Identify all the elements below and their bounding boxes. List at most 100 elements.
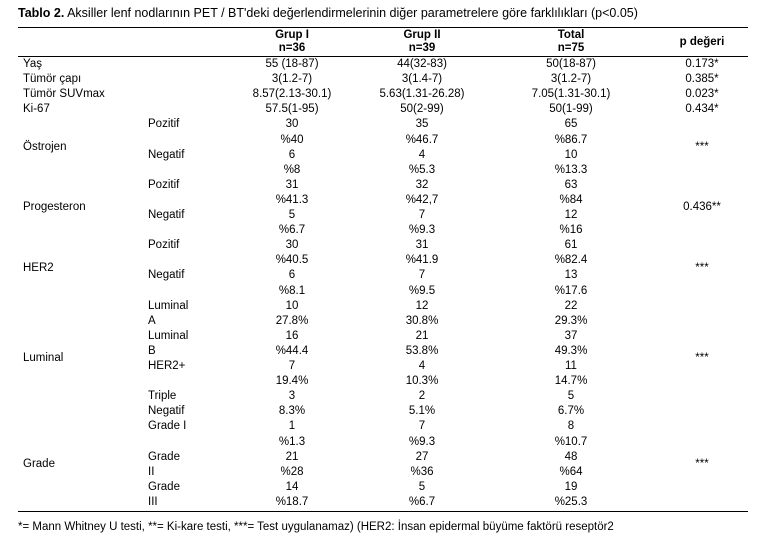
group-label: Grade bbox=[23, 458, 55, 471]
total-value: 63 bbox=[564, 178, 578, 191]
header-rule bbox=[18, 56, 748, 57]
total-value: 12 bbox=[564, 209, 578, 221]
grup1-value: %40 bbox=[280, 133, 304, 146]
subgroup-label-line2: III bbox=[148, 495, 158, 508]
grup2-value: 5 bbox=[418, 480, 426, 493]
grup1-value: 3 bbox=[288, 390, 296, 403]
table-caption: Tablo 2. Aksiller lenf nodlarının PET / … bbox=[18, 6, 638, 20]
header-grup2: Grup II bbox=[403, 29, 441, 41]
grup1-value: 57.5(1-95) bbox=[265, 103, 319, 116]
grup2-value: 31 bbox=[415, 239, 429, 252]
grup1-value: %1.3 bbox=[278, 435, 306, 448]
header-grup2-n: n=39 bbox=[408, 42, 436, 54]
p-value: 0.173* bbox=[685, 58, 719, 70]
row-label: Ki-67 bbox=[23, 103, 50, 116]
grup1-value: %41.3 bbox=[275, 193, 309, 206]
grup1-value: 16 bbox=[285, 329, 299, 342]
subgroup-label: HER2+ bbox=[148, 360, 186, 372]
group-label: HER2 bbox=[23, 261, 54, 274]
total-value: 61 bbox=[564, 239, 578, 252]
grup1-value: %8.1 bbox=[278, 284, 306, 297]
group-label: Östrojen bbox=[23, 141, 67, 154]
group-p-value: 0.436** bbox=[683, 201, 721, 214]
grup1-value: 21 bbox=[285, 450, 299, 463]
group-p-value: *** bbox=[695, 458, 709, 471]
total-value: 50(1-99) bbox=[549, 103, 593, 116]
grup1-value: 19.4% bbox=[275, 375, 309, 388]
grup1-value: 55 (18-87) bbox=[265, 58, 319, 70]
subgroup-label: Negatif bbox=[148, 209, 185, 221]
total-value: 7.05(1.31-30.1) bbox=[531, 88, 611, 101]
grup1-value: 7 bbox=[288, 360, 296, 372]
total-value: 49.3% bbox=[554, 344, 588, 357]
subgroup-label: Luminal bbox=[148, 329, 189, 342]
total-value: 50(18-87) bbox=[546, 58, 596, 70]
subgroup-label: Grade bbox=[148, 450, 180, 463]
grup1-value: %40.5 bbox=[275, 254, 309, 267]
total-value: %25.3 bbox=[554, 495, 588, 508]
group-p-value: *** bbox=[695, 261, 709, 274]
subgroup-label: Negatif bbox=[148, 148, 185, 161]
group-p-value: *** bbox=[695, 141, 709, 154]
grup1-value: 6 bbox=[288, 148, 296, 161]
subgroup-label: Luminal bbox=[148, 299, 189, 312]
subgroup-label: Negatif bbox=[148, 269, 185, 282]
header-total-n: n=75 bbox=[557, 42, 585, 54]
total-value: 65 bbox=[564, 118, 578, 131]
grup1-value: %28 bbox=[280, 465, 304, 478]
grup1-value: 10 bbox=[285, 299, 299, 312]
total-value: 29.3% bbox=[554, 314, 588, 327]
header-p-value: p değeri bbox=[679, 36, 725, 48]
caption-label: Tablo 2. bbox=[18, 6, 65, 20]
grup2-value: 50(2-99) bbox=[400, 103, 444, 116]
grup1-value: 1 bbox=[288, 420, 296, 433]
total-value: 11 bbox=[565, 360, 577, 372]
grup2-value: 3(1.4-7) bbox=[401, 73, 443, 86]
grup2-value: %5.3 bbox=[408, 163, 436, 176]
table-top-rule bbox=[18, 27, 748, 28]
grup1-value: 3(1.2-7) bbox=[271, 73, 313, 86]
grup2-value: %36 bbox=[410, 465, 434, 478]
grup1-value: 14 bbox=[285, 480, 299, 493]
total-value: %17.6 bbox=[554, 284, 588, 297]
grup2-value: %46.7 bbox=[405, 133, 439, 146]
grup2-value: 30.8% bbox=[405, 314, 439, 327]
header-grup1: Grup I bbox=[275, 29, 309, 41]
grup1-value: %44.4 bbox=[275, 344, 309, 357]
subgroup-label: Pozitif bbox=[148, 118, 180, 131]
subgroup-label-line2: II bbox=[148, 465, 155, 478]
total-value: %82.4 bbox=[554, 254, 588, 267]
grup2-value: 10.3% bbox=[405, 375, 439, 388]
total-value: 8 bbox=[567, 420, 575, 433]
header-grup1-n: n=36 bbox=[278, 42, 306, 54]
subgroup-label: Triple bbox=[148, 390, 177, 403]
total-value: 19 bbox=[564, 480, 578, 493]
grup2-value: 27 bbox=[415, 450, 429, 463]
group-label: Progesteron bbox=[23, 201, 86, 214]
total-value: %16 bbox=[559, 224, 583, 237]
header-total: Total bbox=[557, 29, 585, 41]
total-value: 22 bbox=[564, 299, 578, 312]
grup1-value: %18.7 bbox=[275, 495, 309, 508]
grup1-value: 8.57(2.13-30.1) bbox=[252, 88, 332, 101]
grup1-value: 27.8% bbox=[275, 314, 309, 327]
total-value: 13 bbox=[564, 269, 578, 282]
grup2-value: 5.63(1.31-26.28) bbox=[379, 88, 465, 101]
grup2-value: 44(32-83) bbox=[397, 58, 447, 70]
total-value: 10 bbox=[564, 148, 578, 161]
grup1-value: %8 bbox=[283, 163, 301, 176]
total-value: 6.7% bbox=[557, 405, 585, 418]
row-label: Tümör çapı bbox=[23, 73, 82, 86]
total-value: 3(1.2-7) bbox=[550, 73, 592, 86]
total-value: %13.3 bbox=[554, 163, 588, 176]
grup1-value: 8.3% bbox=[278, 405, 306, 418]
total-value: 48 bbox=[564, 450, 578, 463]
subgroup-label: Grade I bbox=[148, 420, 187, 433]
subgroup-label: Pozitif bbox=[148, 239, 180, 252]
total-value: %86.7 bbox=[554, 133, 588, 146]
row-label: Yaş bbox=[23, 58, 42, 70]
table-bottom-rule bbox=[18, 511, 748, 512]
total-value: %84 bbox=[559, 193, 583, 206]
subgroup-label-line2: B bbox=[148, 344, 156, 357]
